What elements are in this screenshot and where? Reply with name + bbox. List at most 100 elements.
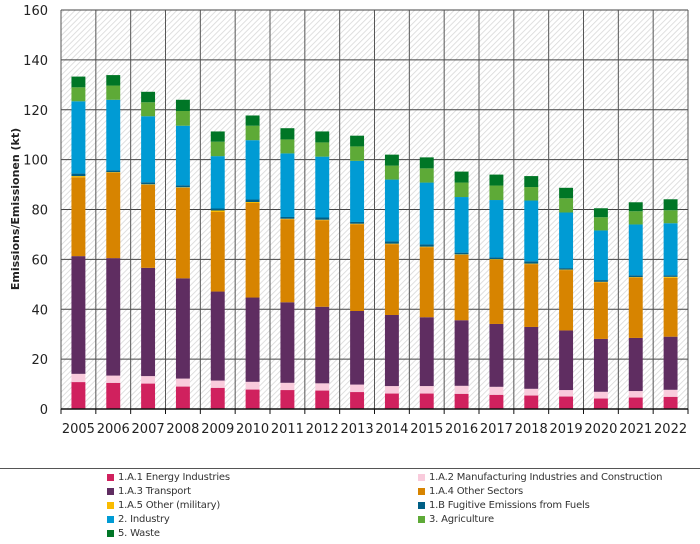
bar-segment: 3. Agriculture 2007: 5.6 — [141, 102, 156, 117]
y-tick-label: 40 — [31, 303, 48, 318]
bar-segment: 2. Industry 2005: 29 — [71, 101, 86, 174]
bar-segment: 3. Agriculture 2022: 5.2 — [663, 210, 678, 224]
bar-segment: 3. Agriculture 2015: 5.7 — [419, 168, 434, 183]
bar-segment: 1.A.5 Other (military) 2022: 0.4 — [663, 276, 678, 278]
bar-stack-2019: 1.A.1 Energy Industries 2019: 51.A.2 Man… — [559, 187, 574, 409]
bar-segment: 2. Industry 2010: 23.8 — [245, 140, 260, 200]
bar-segment: 3. Agriculture 2008: 5.9 — [175, 110, 190, 126]
stacked-bar-chart: 1.A.1 Energy Industries 2005: 10.81.A.2 … — [9, 4, 689, 437]
bar-segment: 1.A.1 Energy Industries 2022: 4.9 — [663, 396, 678, 409]
bar-segment: 2. Industry 2013: 24.5 — [350, 160, 365, 222]
bar-segment: 1.A.2 Manufacturing Industries and Const… — [71, 373, 86, 383]
bar-segment: 1.A.4 Other Sectors 2008: 36.3 — [175, 187, 190, 279]
bar-segment: 1.A.4 Other Sectors 2005: 31.6 — [71, 177, 86, 257]
bar-segment: 1.A.3 Transport 2018: 24.8 — [524, 326, 539, 389]
bar-segment: 1.B Fugitive Emissions from Fuels 2009: … — [210, 208, 225, 211]
legend-label: 1.B Fugitive Emissions from Fuels — [429, 500, 590, 511]
x-tick-label: 2008 — [166, 422, 199, 437]
axes — [60, 408, 689, 414]
x-tick-label: 2018 — [515, 422, 548, 437]
bar-stack-2008: 1.A.1 Energy Industries 2008: 91.A.2 Man… — [175, 99, 190, 409]
bar-segment: 5. Waste 2015: 4.4 — [419, 157, 434, 169]
bar-segment: 1.A.2 Manufacturing Industries and Const… — [663, 389, 678, 397]
legend-label: 1.A.3 Transport — [118, 486, 191, 497]
bar-segment: 1.A.4 Other Sectors 2015: 28.1 — [419, 247, 434, 318]
bar-segment: 1.A.3 Transport 2020: 21.2 — [593, 338, 608, 392]
bar-segment: 1.B Fugitive Emissions from Fuels 2010: … — [245, 199, 260, 203]
bar-segment: 1.A.3 Transport 2015: 27.6 — [419, 317, 434, 387]
bar-segment: 1.A.1 Energy Industries 2009: 8.5 — [210, 387, 225, 409]
bar-segment: 1.A.1 Energy Industries 2011: 7.6 — [280, 390, 295, 409]
legend-label: 1.A.1 Energy Industries — [118, 472, 230, 483]
bar-segment: 1.A.2 Manufacturing Industries and Const… — [141, 376, 156, 384]
bar-segment: 1.A.2 Manufacturing Industries and Const… — [106, 375, 121, 383]
bar-segment: 1.A.4 Other Sectors 2007: 33.3 — [141, 184, 156, 268]
legend-label: 1.A.2 Manufacturing Industries and Const… — [429, 472, 663, 483]
x-tick-label: 2009 — [201, 422, 234, 437]
bar-segment: 1.A.2 Manufacturing Industries and Const… — [489, 386, 504, 395]
bar-segment: 3. Agriculture 2016: 5.8 — [454, 182, 469, 198]
bar-segment: 1.A.1 Energy Industries 2016: 6.1 — [454, 393, 469, 409]
bar-segment: 1.B Fugitive Emissions from Fuels 2014: … — [384, 241, 399, 244]
bar-segment: 1.A.5 Other (military) 2009: 0.6 — [210, 210, 225, 212]
bar-segment: 1.A.4 Other Sectors 2021: 24.2 — [628, 277, 643, 338]
bar-stack-2009: 1.A.1 Energy Industries 2009: 8.51.A.2 M… — [210, 131, 225, 409]
legend-item: 1.B Fugitive Emissions from Fuels — [418, 500, 590, 511]
bar-segment: 5. Waste 2013: 4.3 — [350, 135, 365, 147]
legend-swatch — [107, 488, 114, 495]
bar-stack-2018: 1.A.1 Energy Industries 2018: 5.41.A.2 M… — [524, 176, 539, 409]
bar-segment: 5. Waste 2010: 4.1 — [245, 115, 260, 126]
legend-item: 1.A.5 Other (military) — [107, 500, 220, 511]
bar-segment: 1.A.1 Energy Industries 2019: 5 — [559, 396, 574, 409]
bar-segment: 5. Waste 2007: 4.2 — [141, 91, 156, 103]
bar-segment: 3. Agriculture 2013: 5.8 — [350, 146, 365, 161]
bar-segment: 1.A.5 Other (military) 2010: 0.4 — [245, 202, 260, 204]
bar-segment: 2. Industry 2019: 22.3 — [559, 212, 574, 269]
bar-segment: 5. Waste 2014: 4.4 — [384, 154, 399, 166]
bar-segment: 1.A.3 Transport 2012: 30.7 — [315, 306, 330, 384]
bar-segment: 1.A.2 Manufacturing Industries and Const… — [280, 382, 295, 391]
bar-segment: 1.A.4 Other Sectors 2012: 34.7 — [315, 220, 330, 307]
y-tick-label: 120 — [23, 104, 48, 119]
bar-segment: 1.A.1 Energy Industries 2017: 5.7 — [489, 394, 504, 409]
bar-segment: 1.B Fugitive Emissions from Fuels 2022: … — [663, 275, 678, 277]
x-tick-label: 2007 — [132, 422, 165, 437]
bar-stack-2010: 1.A.1 Energy Industries 2010: 7.81.A.2 M… — [245, 115, 260, 409]
bar-segment: 3. Agriculture 2011: 5.6 — [280, 139, 295, 154]
bar-segment: 1.A.2 Manufacturing Industries and Const… — [559, 390, 574, 397]
x-tick-label: 2010 — [236, 422, 269, 437]
legend-swatch — [107, 474, 114, 481]
x-tick-label: 2006 — [97, 422, 130, 437]
legend-swatch — [418, 488, 425, 495]
bar-segment: 5. Waste 2009: 4.1 — [210, 131, 225, 142]
bar-segment: 2. Industry 2018: 24.4 — [524, 200, 539, 262]
bar-segment: 1.A.4 Other Sectors 2014: 28.4 — [384, 244, 399, 315]
legend-label: 1.A.4 Other Sectors — [429, 486, 524, 497]
bar-segment: 1.A.4 Other Sectors 2019: 24.2 — [559, 270, 574, 331]
bar-segment: 5. Waste 2011: 4.5 — [280, 128, 295, 140]
bar-segment: 5. Waste 2020: 3.6 — [593, 208, 608, 218]
y-tick-labels: 0 20 40 60 80 100 120 140 160 — [23, 4, 48, 418]
bar-segment: 1.A.1 Energy Industries 2018: 5.4 — [524, 395, 539, 409]
bar-segment: 1.A.1 Energy Industries 2008: 9 — [175, 386, 190, 409]
bar-segment: 1.A.4 Other Sectors 2016: 26.2 — [454, 254, 469, 321]
bar-segment: 2. Industry 2014: 24.8 — [384, 179, 399, 242]
bar-segment: 1.A.3 Transport 2011: 32.3 — [280, 302, 295, 383]
bar-segment: 1.A.1 Energy Industries 2007: 10.2 — [141, 383, 156, 409]
bar-segment: 1.A.2 Manufacturing Industries and Const… — [210, 380, 225, 388]
bar-stack-2016: 1.A.1 Energy Industries 2016: 6.11.A.2 M… — [454, 171, 469, 409]
bar-segment: 2. Industry 2011: 25.5 — [280, 153, 295, 217]
bar-segment: 1.A.3 Transport 2009: 35.7 — [210, 291, 225, 381]
bar-segment: 1.B Fugitive Emissions from Fuels 2012: … — [315, 217, 330, 220]
bar-segment: 1.A.3 Transport 2019: 23.9 — [559, 330, 574, 391]
bar-segment: 5. Waste 2016: 4.4 — [454, 171, 469, 183]
bar-segment: 3. Agriculture 2014: 5.6 — [384, 165, 399, 180]
bar-segment: 1.A.3 Transport 2014: 28.5 — [384, 314, 399, 387]
legend-swatch — [418, 474, 425, 481]
bar-segment: 1.B Fugitive Emissions from Fuels 2019: … — [559, 268, 574, 270]
bar-segment: 1.A.2 Manufacturing Industries and Const… — [628, 391, 643, 398]
gridlines — [60, 9, 689, 410]
bar-segment: 1.A.1 Energy Industries 2021: 4.6 — [628, 397, 643, 409]
bar-stack-2014: 1.A.1 Energy Industries 2014: 6.21.A.2 M… — [384, 154, 399, 409]
bar-segment: 1.A.3 Transport 2007: 43.4 — [141, 267, 156, 377]
